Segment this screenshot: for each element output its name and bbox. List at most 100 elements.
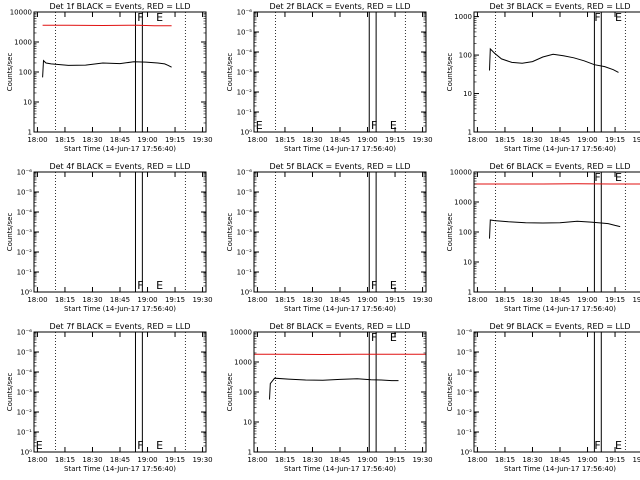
y-tick-label: 1 bbox=[468, 289, 472, 297]
y-tick-label: 10⁻⁶ bbox=[17, 169, 33, 177]
y-tick-label: 10000 bbox=[230, 329, 252, 337]
y-tick-label: 100 bbox=[239, 389, 252, 397]
plot-panel-9: Det 9f BLACK = Events, RED = LLD Counts/s… bbox=[446, 322, 640, 473]
x-tick-label: 19:00 bbox=[357, 296, 377, 304]
plot-frame bbox=[253, 171, 427, 293]
x-tick-label: 19:00 bbox=[137, 456, 157, 464]
x-tick-label: 19:15 bbox=[605, 136, 625, 144]
y-tick-label: 10⁻³ bbox=[17, 229, 33, 237]
y-axis-label: Counts/sec bbox=[226, 213, 234, 252]
x-tick-label: 18:45 bbox=[550, 456, 570, 464]
y-tick-label: 10⁻⁴ bbox=[237, 209, 253, 217]
x-tick-label: 18:45 bbox=[330, 136, 350, 144]
x-tick-label: 18:00 bbox=[27, 136, 47, 144]
plot-panel-2: Det 2f BLACK = Events, RED = LLD Counts/s… bbox=[226, 2, 433, 153]
y-tick-label: 10000 bbox=[10, 9, 32, 17]
x-tick-label: 19:15 bbox=[165, 296, 185, 304]
x-tick-label: 18:30 bbox=[82, 296, 102, 304]
y-tick-label: 10⁻² bbox=[17, 249, 33, 257]
y-tick-label: 10 bbox=[243, 419, 252, 427]
x-tick-label: 19:15 bbox=[385, 296, 405, 304]
x-axis-label: Start Time (14-Jun-17 17:56:40) bbox=[284, 305, 396, 313]
x-tick-label: 19:00 bbox=[357, 456, 377, 464]
x-tick-label: 18:00 bbox=[467, 296, 487, 304]
y-tick-label: 10⁻¹ bbox=[17, 269, 33, 277]
x-tick-label: 19:00 bbox=[137, 136, 157, 144]
plot-title: Det 6f BLACK = Events, RED = LLD bbox=[489, 162, 630, 171]
y-tick-label: 10⁻² bbox=[17, 409, 33, 417]
y-axis-label: Counts/sec bbox=[6, 53, 14, 92]
y-tick-label: 10⁻² bbox=[237, 89, 253, 97]
y-tick-label: 10⁰ bbox=[240, 129, 252, 137]
x-tick-label: 18:15 bbox=[495, 456, 515, 464]
y-tick-label: 10⁰ bbox=[20, 449, 32, 457]
x-tick-label: 19:00 bbox=[137, 296, 157, 304]
x-tick-label: 19:00 bbox=[577, 136, 597, 144]
x-tick-label: 18:30 bbox=[82, 456, 102, 464]
y-tick-label: 1 bbox=[468, 129, 472, 137]
x-tick-label: 19:00 bbox=[357, 136, 377, 144]
x-tick-label: 19:00 bbox=[577, 456, 597, 464]
marker-label-f: F bbox=[594, 11, 600, 24]
plot-panel-6: Det 6f BLACK = Events, RED = LLD Counts/s… bbox=[446, 162, 640, 313]
marker-label-e: E bbox=[390, 279, 397, 292]
plot-title: Det 4f BLACK = Events, RED = LLD bbox=[49, 162, 190, 171]
x-tick-label: 18:00 bbox=[247, 136, 267, 144]
y-tick-label: 10⁻⁶ bbox=[237, 9, 253, 17]
x-tick-label: 19:15 bbox=[385, 456, 405, 464]
marker-label-e: E bbox=[615, 439, 622, 452]
x-tick-label: 19:15 bbox=[385, 136, 405, 144]
y-axis-label: Counts/sec bbox=[6, 213, 14, 252]
y-tick-label: 1000 bbox=[14, 39, 32, 47]
x-tick-label: 18:30 bbox=[522, 136, 542, 144]
x-tick-label: 18:30 bbox=[82, 136, 102, 144]
y-tick-label: 1 bbox=[248, 449, 252, 457]
marker-label-e: E bbox=[156, 439, 163, 452]
x-tick-label: 19:15 bbox=[165, 136, 185, 144]
marker-label-f: F bbox=[371, 279, 377, 292]
x-tick-label: 18:00 bbox=[27, 456, 47, 464]
x-tick-label: 18:15 bbox=[55, 136, 75, 144]
x-tick-label: 18:15 bbox=[55, 456, 75, 464]
y-tick-label: 10 bbox=[463, 259, 472, 267]
y-tick-label: 10⁰ bbox=[460, 449, 472, 457]
events-series-line bbox=[42, 59, 172, 78]
plot-frame bbox=[253, 331, 427, 453]
y-tick-label: 10⁻³ bbox=[17, 389, 33, 397]
y-tick-label: 10⁰ bbox=[20, 289, 32, 297]
x-tick-label: 19:15 bbox=[605, 456, 625, 464]
marker-label-f: F bbox=[137, 439, 143, 452]
y-tick-label: 10⁻⁵ bbox=[457, 349, 473, 357]
plot-title: Det 2f BLACK = Events, RED = LLD bbox=[269, 2, 410, 11]
x-tick-label: 19:30 bbox=[632, 296, 640, 304]
x-axis-label: Start Time (14-Jun-17 17:56:40) bbox=[64, 305, 176, 313]
plot-title: Det 7f BLACK = Events, RED = LLD bbox=[49, 322, 190, 331]
plot-title: Det 9f BLACK = Events, RED = LLD bbox=[489, 322, 630, 331]
y-tick-label: 10⁻⁵ bbox=[17, 349, 33, 357]
marker-label-e: E bbox=[615, 11, 622, 24]
y-tick-label: 10⁻⁴ bbox=[17, 369, 33, 377]
plot-frame bbox=[33, 11, 207, 133]
y-tick-label: 1 bbox=[28, 129, 32, 137]
x-tick-label: 18:30 bbox=[302, 136, 322, 144]
x-tick-label: 19:30 bbox=[412, 296, 432, 304]
x-tick-label: 19:30 bbox=[192, 456, 212, 464]
y-tick-label: 10⁻⁶ bbox=[457, 329, 473, 337]
marker-label-f: F bbox=[137, 11, 143, 24]
y-tick-label: 10⁻¹ bbox=[457, 429, 473, 437]
marker-label-e: E bbox=[156, 11, 163, 24]
events-series-line bbox=[489, 219, 621, 239]
y-tick-label: 10 bbox=[463, 90, 472, 98]
y-tick-label: 10⁻¹ bbox=[237, 269, 253, 277]
x-tick-label: 18:30 bbox=[302, 456, 322, 464]
plot-panel-3: Det 3f BLACK = Events, RED = LLD Counts/s… bbox=[446, 2, 640, 153]
lld-series-line bbox=[42, 24, 172, 27]
y-axis-label: Counts/sec bbox=[226, 53, 234, 92]
y-axis-label: Counts/sec bbox=[446, 373, 454, 412]
y-tick-label: 10⁻⁶ bbox=[17, 329, 33, 337]
y-tick-label: 10⁻³ bbox=[457, 389, 473, 397]
marker-label-f: F bbox=[594, 171, 600, 184]
y-tick-label: 10⁻⁴ bbox=[17, 209, 33, 217]
plot-panel-4: Det 4f BLACK = Events, RED = LLD Counts/s… bbox=[6, 162, 213, 313]
